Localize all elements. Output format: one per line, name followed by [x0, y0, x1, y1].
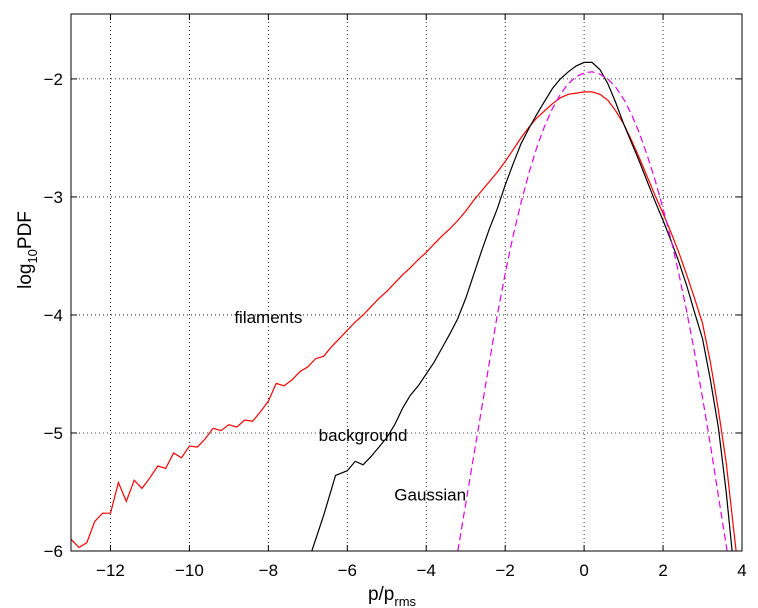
- x-tick-label: 2: [658, 561, 667, 580]
- x-tick-labels: −12 −10 −8 −6 −4 −2 0 2 4: [96, 561, 747, 580]
- x-tick-label: −6: [338, 561, 357, 580]
- y-tick-label: −6: [44, 542, 63, 561]
- annotation-background: background: [319, 426, 408, 445]
- grid: [71, 14, 742, 551]
- series-line-2: [311, 61, 733, 551]
- x-tick-label: −10: [175, 561, 204, 580]
- annotation-filaments: filaments: [234, 308, 302, 327]
- plot-frame: [70, 13, 743, 552]
- x-axis-label: p/prms: [368, 584, 417, 608]
- annotation-Gaussian: Gaussian: [394, 485, 466, 504]
- x-tick-label: 4: [737, 561, 746, 580]
- y-tick-label: −4: [44, 306, 63, 325]
- tick-marks: [71, 14, 743, 552]
- x-tick-label: −12: [96, 561, 125, 580]
- series-lines: [71, 61, 737, 551]
- x-tick-label: −8: [259, 561, 278, 580]
- y-tick-label: −3: [44, 188, 63, 207]
- y-tick-label: −5: [44, 424, 63, 443]
- y-tick-labels: −6 −5 −4 −3 −2: [44, 70, 63, 561]
- y-tick-label: −2: [44, 70, 63, 89]
- x-tick-label: −2: [495, 561, 514, 580]
- series-line-1: [71, 91, 737, 551]
- annotations: filaments background Gaussian: [234, 308, 466, 504]
- series-line-3: [457, 71, 728, 551]
- y-axis-label: log10PDF: [15, 211, 40, 289]
- x-tick-label: −4: [417, 561, 436, 580]
- x-tick-label: 0: [579, 561, 588, 580]
